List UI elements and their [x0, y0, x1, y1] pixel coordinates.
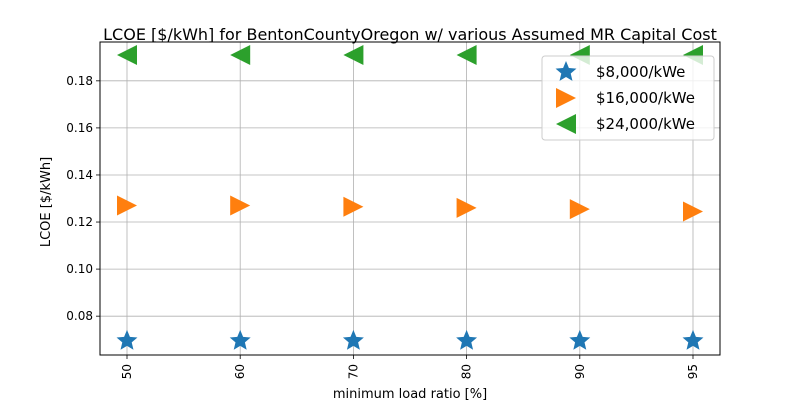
y-tick-label: 0.10	[66, 262, 93, 276]
x-axis-label: minimum load ratio [%]	[333, 387, 487, 400]
data-point-series-2	[230, 195, 251, 216]
data-point-series-2	[343, 196, 364, 217]
y-tick-label: 0.16	[66, 121, 93, 135]
x-tick-label: 90	[573, 364, 587, 379]
data-point-series-1	[342, 329, 364, 350]
data-point-series-2	[569, 199, 590, 220]
data-point-series-2	[117, 195, 137, 216]
legend-marker	[556, 114, 576, 134]
data-point-series-3	[456, 44, 477, 65]
data-point-series-3	[343, 44, 364, 65]
y-axis-ticks: 0.08 0.10 0.12 0.14 0.16 0.18	[66, 74, 100, 323]
y-tick-label: 0.08	[66, 309, 93, 323]
plot-frame	[99, 41, 721, 356]
x-tick-label: 80	[460, 364, 474, 379]
y-tick-label: 0.18	[66, 74, 93, 88]
x-tick-label: 60	[233, 364, 247, 379]
data-point-series-1	[229, 329, 251, 350]
chart-title: LCOE [$/kWh] for BentonCountyOregon w/ v…	[103, 25, 717, 44]
legend-label: $24,000/kWe	[596, 115, 695, 133]
data-point-series-1	[116, 329, 138, 350]
y-tick-label: 0.14	[66, 168, 93, 182]
data-point-series-3	[230, 44, 251, 65]
data-point-series-3	[117, 44, 137, 65]
legend-marker	[556, 88, 576, 108]
legend-box	[541, 55, 715, 141]
data-point-series-1	[569, 329, 591, 350]
data-point-series-1	[682, 329, 704, 350]
data-point-series-2	[456, 197, 477, 218]
x-tick-label: 50	[120, 364, 134, 379]
x-axis-ticks: 50 60 70 80 90 95	[120, 355, 700, 379]
x-tick-label: 95	[686, 364, 700, 379]
x-tick-label: 70	[346, 364, 360, 379]
legend: $8,000/kWe $16,000/kWe $24,000/kWe	[541, 55, 715, 141]
legend-label: $8,000/kWe	[596, 63, 685, 81]
y-axis-label: LCOE [$/kWh]	[39, 157, 54, 247]
legend-label: $16,000/kWe	[596, 89, 695, 107]
data-point-series-2	[683, 201, 703, 222]
legend-marker	[555, 61, 577, 81]
data-point-series-1	[456, 329, 478, 350]
y-tick-label: 0.12	[66, 215, 93, 229]
